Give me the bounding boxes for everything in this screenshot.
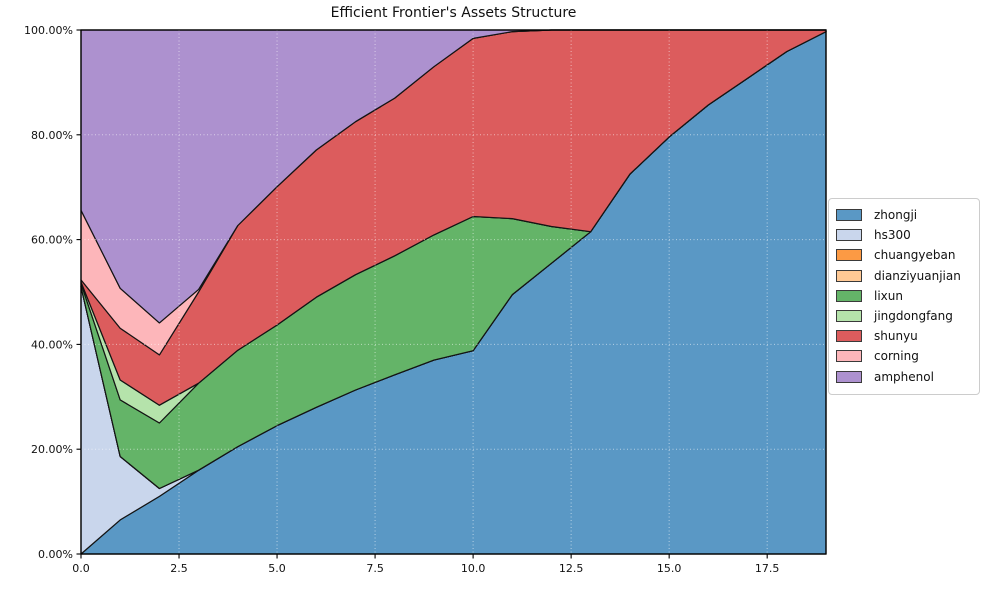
legend-swatch-jingdongfang xyxy=(836,310,862,323)
legend-label: chuangyeban xyxy=(874,248,956,263)
legend-box: zhongji hs300 chuangyeban dianziyuanjian lix… xyxy=(828,198,980,395)
y-tick-label: 20.00% xyxy=(31,443,73,456)
x-tick-label: 5.0 xyxy=(268,562,286,575)
x-tick-label: 17.5 xyxy=(755,562,780,575)
legend-label: amphenol xyxy=(874,369,934,384)
legend-item-dianziyuanjian: dianziyuanjian xyxy=(836,266,971,286)
legend-label: corning xyxy=(874,349,919,364)
legend-swatch-zhongji xyxy=(836,209,862,222)
y-tick-label: 0.00% xyxy=(38,548,73,561)
x-tick-label: 10.0 xyxy=(461,562,486,575)
legend-label: lixun xyxy=(874,288,903,303)
legend-swatch-dianziyuanjian xyxy=(836,269,862,282)
legend-label: jingdongfang xyxy=(874,309,953,324)
y-tick-label: 80.00% xyxy=(31,129,73,142)
legend-item-corning: corning xyxy=(836,346,971,366)
legend-swatch-amphenol xyxy=(836,370,862,383)
legend-item-amphenol: amphenol xyxy=(836,367,971,387)
x-tick-label: 2.5 xyxy=(170,562,188,575)
legend-swatch-hs300 xyxy=(836,229,862,242)
legend-swatch-lixun xyxy=(836,289,862,302)
legend-item-jingdongfang: jingdongfang xyxy=(836,306,971,326)
y-tick-label: 40.00% xyxy=(31,338,73,351)
legend-item-shunyu: shunyu xyxy=(836,326,971,346)
legend-item-zhongji: zhongji xyxy=(836,205,971,225)
plot-border xyxy=(80,29,827,555)
legend-item-hs300: hs300 xyxy=(836,225,971,245)
legend-item-chuangyeban: chuangyeban xyxy=(836,245,971,265)
legend-swatch-shunyu xyxy=(836,330,862,343)
legend-label: dianziyuanjian xyxy=(874,268,961,283)
legend-item-lixun: lixun xyxy=(836,286,971,306)
x-tick-label: 15.0 xyxy=(657,562,682,575)
x-tick-label: 7.5 xyxy=(366,562,384,575)
x-tick-label: 12.5 xyxy=(559,562,584,575)
y-tick-label: 60.00% xyxy=(31,234,73,247)
legend-swatch-chuangyeban xyxy=(836,249,862,262)
legend-label: hs300 xyxy=(874,228,911,243)
chart-title: Efficient Frontier's Assets Structure xyxy=(330,5,577,21)
x-tick-label: 0.0 xyxy=(72,562,90,575)
legend-swatch-corning xyxy=(836,350,862,363)
legend-label: zhongji xyxy=(874,208,918,223)
y-tick-label: 100.00% xyxy=(24,24,73,37)
legend-label: shunyu xyxy=(874,329,918,344)
